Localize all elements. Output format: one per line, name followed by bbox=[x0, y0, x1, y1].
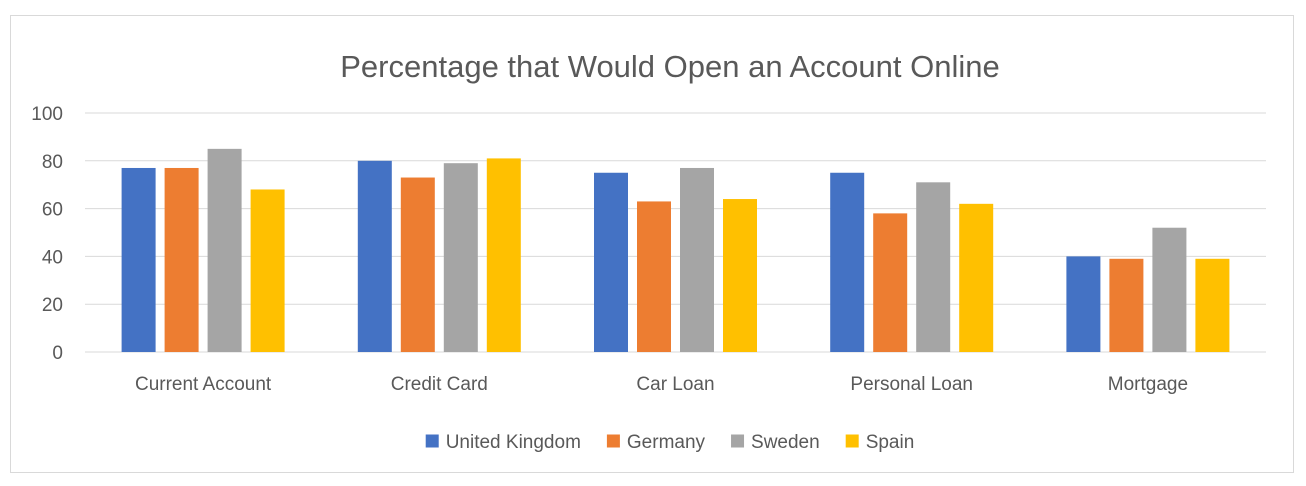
bar-germany-credit-card bbox=[400, 177, 435, 352]
bar-sweden-credit-card bbox=[443, 163, 478, 352]
x-category-label: Mortgage bbox=[1108, 374, 1188, 395]
x-category-label: Current Account bbox=[135, 374, 272, 395]
bar-spain-mortgage bbox=[1195, 258, 1230, 352]
bar-germany-personal-loan bbox=[873, 213, 908, 352]
x-category-label: Car Loan bbox=[636, 374, 714, 395]
y-tick-label: 80 bbox=[42, 152, 63, 173]
legend-label: Sweden bbox=[751, 432, 820, 453]
bar-germany-current-account bbox=[164, 167, 199, 352]
bar-sweden-personal-loan bbox=[916, 182, 951, 352]
legend-item-spain: Spain bbox=[845, 432, 915, 453]
legend-label: Spain bbox=[866, 432, 915, 453]
legend-swatch bbox=[425, 434, 439, 448]
x-axis-labels: Current Account Credit Card Car Loan Person… bbox=[135, 374, 1188, 395]
bar-sweden-mortgage bbox=[1152, 227, 1187, 352]
y-tick-label: 60 bbox=[42, 200, 63, 221]
bar-united-kingdom-current-account bbox=[121, 167, 156, 352]
legend: United Kingdom Germany Sweden Spain bbox=[425, 432, 915, 453]
legend-item-united-kingdom: United Kingdom bbox=[425, 432, 581, 453]
legend-swatch bbox=[606, 434, 620, 448]
bar-germany-car-loan bbox=[637, 201, 671, 352]
bar-sweden-current-account bbox=[207, 148, 242, 352]
bar-sweden-car-loan bbox=[680, 167, 714, 352]
legend-swatch bbox=[731, 434, 745, 448]
x-category-label: Credit Card bbox=[391, 374, 488, 395]
y-tick-label: 100 bbox=[31, 104, 63, 125]
y-tick-label: 20 bbox=[42, 295, 63, 316]
legend-label: Germany bbox=[627, 432, 706, 453]
legend-swatch bbox=[845, 434, 859, 448]
bar-spain-personal-loan bbox=[959, 203, 994, 352]
bar-spain-credit-card bbox=[486, 158, 521, 352]
bar-united-kingdom-credit-card bbox=[357, 160, 392, 352]
legend-label: United Kingdom bbox=[446, 432, 581, 453]
legend-item-germany: Germany bbox=[606, 432, 706, 453]
y-axis-ticks: 0 20 40 60 80 100 bbox=[31, 104, 63, 364]
bar-united-kingdom-personal-loan bbox=[830, 172, 865, 352]
bar-spain-current-account bbox=[250, 189, 285, 352]
y-tick-label: 40 bbox=[42, 247, 63, 268]
bar-united-kingdom-car-loan bbox=[594, 172, 628, 352]
chart-title: Percentage that Would Open an Account On… bbox=[340, 49, 999, 84]
y-tick-label: 0 bbox=[52, 343, 63, 364]
bar-spain-car-loan bbox=[723, 199, 757, 352]
bar-germany-mortgage bbox=[1109, 258, 1144, 352]
bars bbox=[121, 148, 1230, 352]
x-category-label: Personal Loan bbox=[850, 374, 973, 395]
bar-united-kingdom-mortgage bbox=[1066, 256, 1101, 352]
legend-item-sweden: Sweden bbox=[731, 432, 820, 453]
